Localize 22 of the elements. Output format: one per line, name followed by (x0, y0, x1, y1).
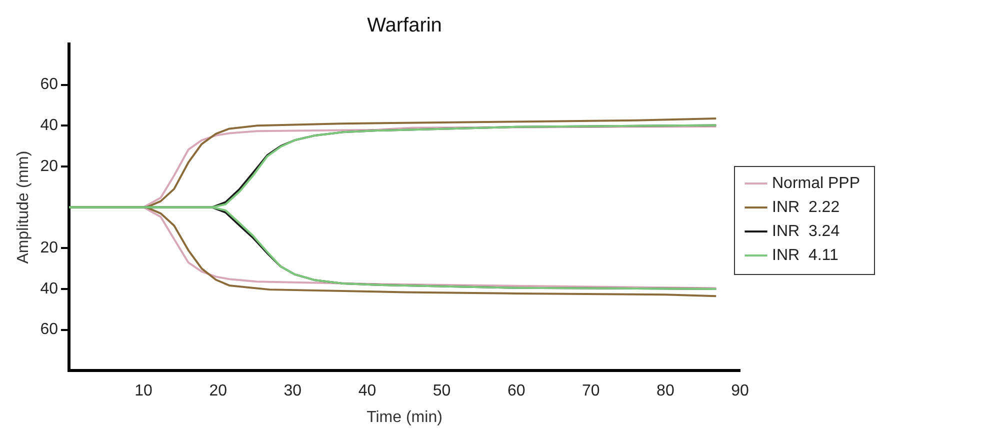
legend-label: INR 4.11 (772, 246, 838, 264)
y-tick-label: 20 (40, 240, 58, 257)
x-tick-label: 60 (507, 382, 526, 400)
x-tick-label: 40 (358, 382, 376, 400)
chart-title: Warfarin (367, 14, 442, 37)
x-tick-label: 50 (432, 382, 451, 400)
x-tick-label: 10 (134, 382, 153, 400)
x-tick-label: 20 (209, 382, 228, 400)
y-tick-label: 60 (40, 76, 58, 94)
x-tick-label: 70 (582, 382, 600, 400)
y-tick-label: 40 (40, 280, 58, 298)
legend-label: Normal PPP (772, 174, 860, 192)
y-tick-label: 60 (40, 321, 58, 338)
y-tick-label: 20 (40, 158, 58, 175)
legend-label: INR 3.24 (772, 222, 840, 240)
y-axis-title: Amplitude (mm) (15, 150, 32, 264)
x-tick-label: 30 (284, 382, 302, 400)
x-tick-label: 90 (731, 382, 749, 400)
y-tick-label: 40 (40, 117, 58, 134)
x-axis-title: Time (min) (366, 408, 442, 426)
x-tick-label: 80 (656, 382, 674, 400)
legend-label: INR 2.22 (772, 198, 840, 216)
